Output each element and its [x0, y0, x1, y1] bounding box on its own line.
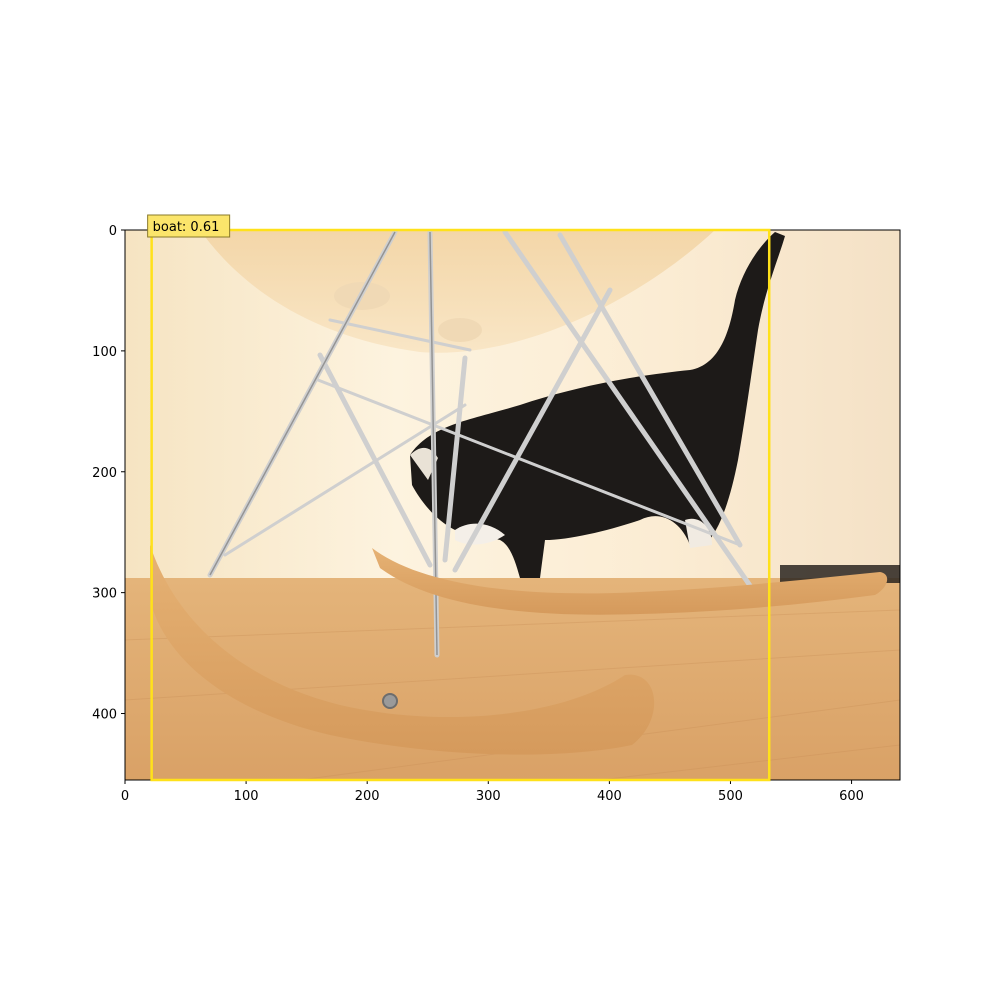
x-tick-label: 0 — [121, 789, 129, 804]
photo — [125, 230, 900, 780]
detection-label: boat: 0.61 — [153, 220, 220, 235]
seat-mount-right — [438, 318, 482, 342]
x-tick-label: 600 — [839, 789, 864, 804]
rear-rocker — [372, 548, 888, 615]
x-tick-label: 200 — [355, 789, 380, 804]
detection-box — [150, 228, 771, 782]
y-tick-label: 300 — [92, 587, 117, 602]
y-tick-label: 200 — [92, 466, 117, 481]
x-axis: 0 100 200 300 400 500 600 — [121, 780, 864, 804]
y-tick-label: 400 — [92, 708, 117, 723]
x-tick-label: 500 — [718, 789, 743, 804]
front-rocker — [150, 545, 655, 755]
x-tick-label: 300 — [476, 789, 501, 804]
y-axis: 0 100 200 300 400 — [92, 224, 125, 723]
detection-label-bg — [147, 214, 231, 238]
x-tick-label: 400 — [597, 789, 622, 804]
rocker-bolt — [382, 693, 398, 709]
y-tick-label: 0 — [109, 224, 117, 239]
chair-seat — [200, 230, 715, 353]
x-tick-label: 100 — [234, 789, 259, 804]
detection-overlay: boat: 0.61 — [147, 214, 771, 782]
y-tick-label: 100 — [92, 345, 117, 360]
